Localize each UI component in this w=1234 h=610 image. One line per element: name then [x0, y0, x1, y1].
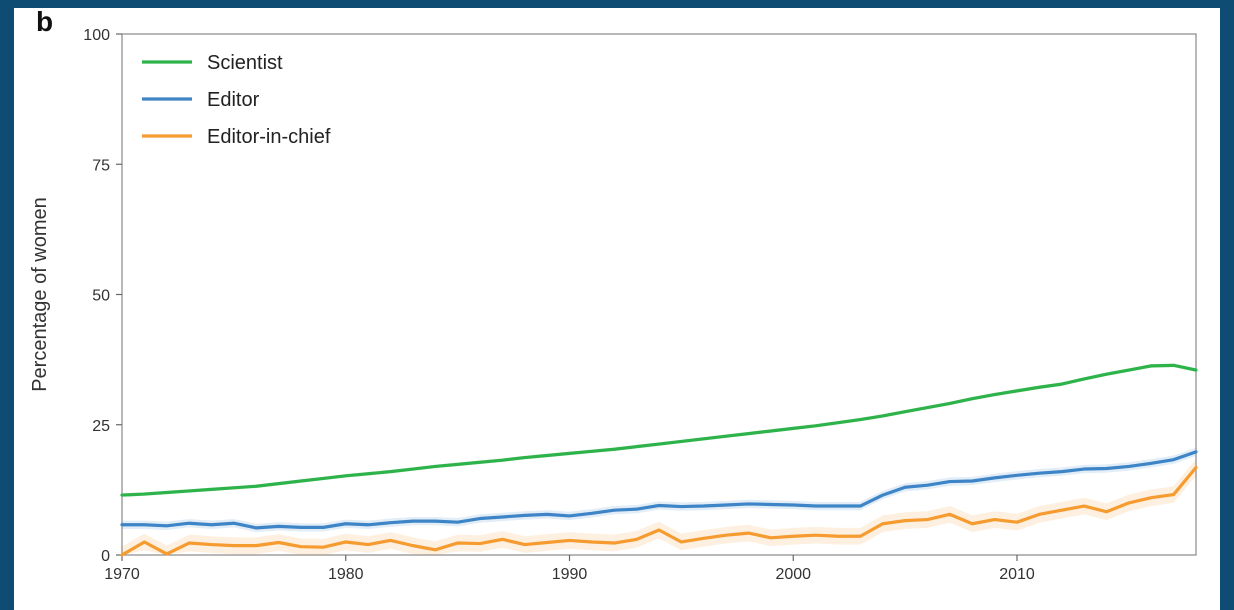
- y-tick-label: 0: [101, 548, 110, 565]
- legend-label: Scientist: [207, 52, 283, 74]
- series-line-scientist: [120, 363, 1198, 497]
- figure-card: b 0 25 50 75 100 1970 1980 1990 2000 2010 Percenta…: [14, 8, 1220, 610]
- y-tick-label: 25: [92, 418, 110, 435]
- y-tick-label: 100: [83, 27, 110, 44]
- panel-label: b: [36, 6, 54, 37]
- x-tick-label: 1980: [328, 566, 364, 583]
- x-tick-label: 2000: [775, 566, 811, 583]
- x-tick-label: 1970: [104, 566, 140, 583]
- series-line-editor: [120, 450, 1198, 530]
- series-line-editor-in-chief: [120, 465, 1198, 557]
- line-chart: 0 25 50 75 100 1970 1980 1990 2000 2010 Percentage…: [29, 27, 1198, 583]
- y-tick-label: 50: [92, 288, 110, 305]
- x-tick-label: 2010: [999, 566, 1035, 583]
- y-tick-label: 75: [92, 157, 110, 174]
- y-axis-title: Percentage of women: [29, 197, 51, 392]
- legend-label: Editor-in-chief: [207, 126, 331, 148]
- legend-label: Editor: [207, 89, 260, 111]
- x-tick-label: 1990: [552, 566, 588, 583]
